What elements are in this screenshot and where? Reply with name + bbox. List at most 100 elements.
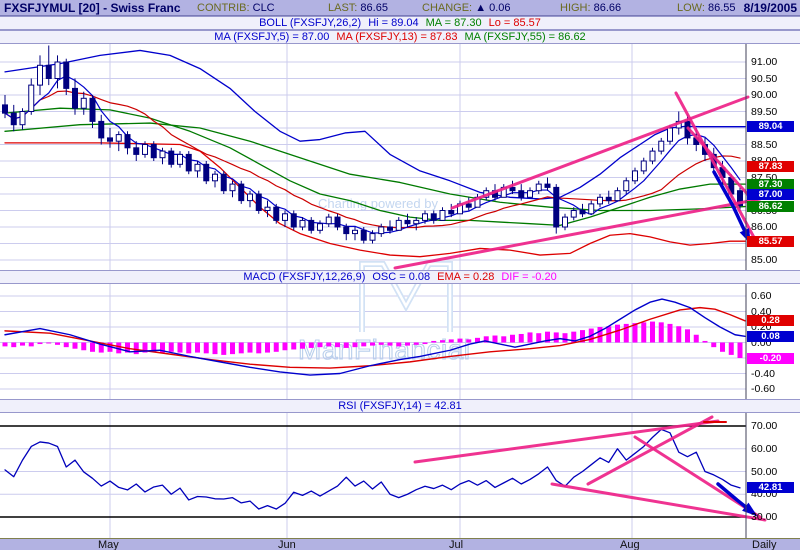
- legend-segment: OSC = 0.08: [372, 271, 431, 283]
- macd-bar: [11, 342, 17, 348]
- macd-bar: [291, 342, 297, 350]
- candle-body: [10, 112, 17, 126]
- macd-bar: [553, 332, 559, 343]
- axis-badge: 86.62: [747, 201, 794, 213]
- macd-legend: MACD (FXSFJY,12,26,9) OSC = 0.08 EMA = 0.2…: [0, 270, 800, 284]
- candle-body: [229, 183, 236, 192]
- candle-body: [19, 111, 26, 126]
- macd-bar: [2, 342, 8, 347]
- macd-bar: [571, 331, 577, 343]
- axis-badge: 42.81: [747, 482, 794, 494]
- macd-bar: [133, 342, 139, 355]
- macd-osc-line: [4, 298, 746, 376]
- axis-tick-label: 40.00: [751, 488, 778, 501]
- bollinger-upper-line: [4, 49, 746, 200]
- candle-body: [553, 186, 560, 228]
- candle-body: [299, 219, 306, 228]
- macd-bar: [728, 342, 734, 355]
- field-label: LAST:: [328, 2, 361, 14]
- macd-ema-line: [4, 306, 746, 369]
- candlestick-series: [2, 45, 743, 244]
- macd-bar: [72, 342, 78, 349]
- macd-bar: [615, 324, 620, 343]
- candle-body: [150, 144, 157, 159]
- candle-body: [544, 183, 551, 188]
- macd-bar: [116, 342, 122, 354]
- candle-body: [2, 104, 8, 114]
- macd-bar: [221, 342, 227, 355]
- candle-body: [378, 226, 385, 235]
- macd-bar: [308, 342, 314, 348]
- axis-tick-label: 85.00: [751, 254, 778, 266]
- rsi-panel[interactable]: 70.00 60.00 50.00 40.00 30.00 42.81: [0, 413, 800, 538]
- candle-body: [247, 193, 253, 202]
- candle-body: [317, 223, 323, 231]
- candle-body: [360, 229, 367, 241]
- macd-bar: [343, 342, 349, 348]
- candle-body: [185, 153, 192, 172]
- quote-field-low: LOW: 86.55: [677, 2, 736, 14]
- candle-body: [282, 213, 288, 221]
- legend-segment: Hi = 89.04: [368, 17, 419, 29]
- bollinger-legend: BOLL (FXSFJY,26,2) Hi = 89.04 MA = 87.30 Lo…: [0, 16, 800, 30]
- macd-bar: [737, 342, 743, 358]
- candle-body: [264, 206, 271, 211]
- candle-body: [649, 150, 656, 162]
- macd-bar: [378, 342, 384, 345]
- x-axis-label: Daily: [752, 539, 777, 550]
- macd-bar: [46, 342, 52, 344]
- candle-body: [667, 127, 673, 142]
- macd-bar: [370, 342, 375, 346]
- quote-field-last: LAST: 86.65: [328, 2, 388, 14]
- macd-bar: [326, 342, 332, 347]
- price-chart-panel[interactable]: Charting powered byManFinancial91.00 90.5…: [0, 44, 800, 270]
- macd-bar: [352, 342, 358, 348]
- candle-body: [142, 144, 148, 155]
- candle-body: [430, 213, 437, 221]
- trend-line: [674, 91, 759, 245]
- candle-body: [334, 216, 341, 228]
- legend-segment: MA (FXSFJY,13) = 87.83: [336, 31, 458, 43]
- macd-bar: [597, 327, 603, 343]
- legend-segment: MACD (FXSFJY,12,26,9): [243, 271, 366, 283]
- macd-panel[interactable]: ManFinancial 0.60 0.40 0.20 0.00 -0.20 -0.40 -0…: [0, 284, 800, 399]
- macd-bar: [676, 326, 682, 343]
- macd-bar: [212, 342, 218, 355]
- axis-tick-label: 60.00: [751, 442, 778, 455]
- macd-bar: [413, 342, 419, 345]
- axis-tick-label: 30.00: [751, 511, 778, 523]
- candle-body: [369, 233, 376, 241]
- candle-body: [588, 203, 595, 215]
- candle-body: [107, 137, 113, 142]
- legend-segment: BOLL (FXSFJY,26,2): [259, 17, 362, 29]
- candle-body: [54, 61, 61, 79]
- axis-tick-label: 90.00: [751, 89, 778, 101]
- macd-bar: [702, 340, 708, 343]
- x-axis-label: May: [98, 539, 119, 550]
- macd-bar: [422, 342, 428, 345]
- quote-date: 8/19/2005: [743, 1, 797, 15]
- axis-tick-label: -0.40: [751, 367, 775, 380]
- macd-bar: [711, 342, 717, 348]
- macd-bar: [273, 342, 279, 352]
- axis-badge: -0.20: [747, 352, 794, 364]
- axis-badge: 85.57: [747, 235, 794, 247]
- macd-bar: [81, 342, 87, 351]
- watermark-logo-m-inner: [360, 284, 452, 332]
- candle-body: [220, 173, 227, 192]
- axis-tick-label: 90.50: [751, 72, 778, 85]
- macd-bar: [142, 342, 148, 353]
- candle-body: [63, 61, 70, 89]
- axis-tick-label: 87.50: [751, 171, 778, 184]
- candle-body: [387, 226, 393, 231]
- candle-body: [273, 206, 280, 221]
- axis-tick-label: 0.60: [751, 290, 772, 302]
- axis-badge: 87.00: [747, 188, 794, 200]
- macd-bar: [545, 331, 550, 343]
- watermark-logo-text: ManFinancial: [298, 334, 471, 365]
- candle-body: [37, 64, 43, 86]
- candle-body: [124, 134, 131, 149]
- watermark-logo-m-inner: [360, 262, 452, 270]
- candle-body: [623, 180, 630, 192]
- candle-body: [422, 213, 428, 221]
